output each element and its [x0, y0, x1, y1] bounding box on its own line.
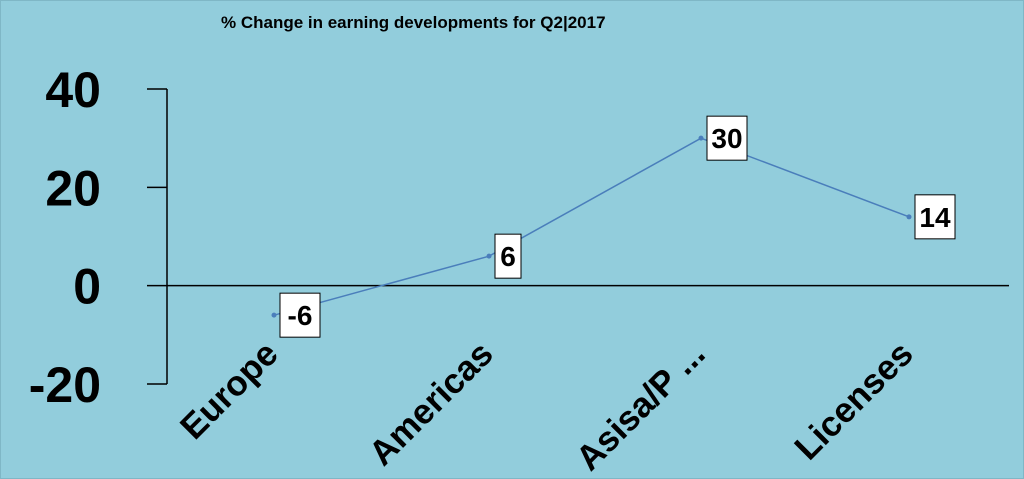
- x-tick-label: Europe: [173, 334, 286, 447]
- x-tick-label: Asisa/P ...: [569, 334, 713, 478]
- data-label-box: [914, 194, 956, 240]
- chart-title: % Change in earning developments for Q2|…: [221, 13, 606, 32]
- data-point: [486, 253, 492, 259]
- data-label-box: [706, 115, 748, 161]
- data-label: 6: [500, 241, 516, 272]
- data-point: [906, 214, 912, 220]
- y-tick-label: 40: [45, 62, 101, 118]
- x-tick-label: Licenses: [787, 334, 921, 468]
- data-label-box: [494, 233, 522, 279]
- data-label-box: [279, 292, 321, 338]
- data-point: [271, 312, 277, 318]
- series-line: [273, 137, 910, 316]
- x-tick-label: Americas: [362, 334, 501, 473]
- y-tick-label: -20: [29, 357, 101, 413]
- y-tick-label: 20: [45, 160, 101, 216]
- data-point: [698, 135, 704, 141]
- data-label: -6: [288, 300, 313, 331]
- y-tick-label: 0: [73, 259, 101, 315]
- data-label: 14: [919, 202, 951, 233]
- data-label: 30: [711, 123, 742, 154]
